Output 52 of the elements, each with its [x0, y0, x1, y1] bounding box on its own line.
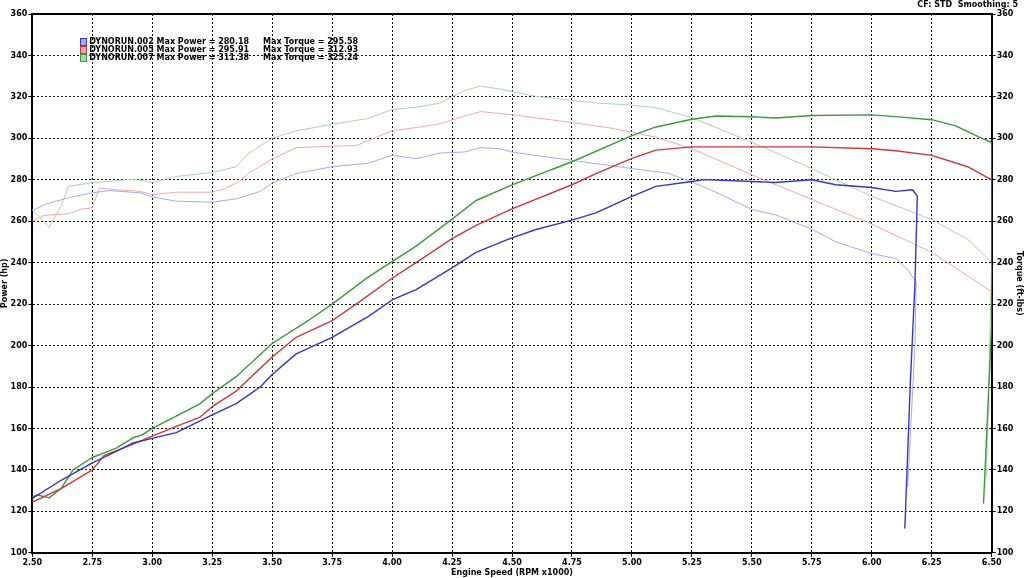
text: CF: STD Smoothing: 5 [917, 0, 1018, 9]
x-tick-label: 5.75 [801, 557, 823, 567]
y2-tick-label: 360 [996, 9, 1014, 19]
y2-tick-label: 300 [996, 133, 1014, 143]
y2-tick-label: 180 [996, 382, 1014, 392]
y2-tick-label: 280 [996, 174, 1014, 184]
x-tick-label: 4.25 [442, 557, 463, 567]
x-tick-label: 6.25 [921, 557, 943, 567]
x-tick-label: 2.50 [22, 557, 43, 567]
x-tick-label: 3.50 [262, 557, 283, 567]
x-tick-label: 6.00 [861, 557, 883, 567]
x-axis-title: Engine Speed (RPM x1000) [451, 568, 573, 578]
y-tick-label: 300 [10, 133, 28, 143]
x-tick-label: 3.25 [202, 557, 223, 567]
y2-tick-label: 340 [996, 50, 1014, 60]
y-tick-label: 360 [10, 9, 28, 19]
y-tick-label: 140 [10, 464, 28, 474]
x-tick-label: 5.25 [682, 557, 703, 567]
y2-tick-label: 260 [996, 216, 1014, 226]
y2-tick-label: 100 [996, 547, 1014, 557]
y2-tick-label: 220 [996, 299, 1014, 309]
y-tick-label: 260 [10, 216, 28, 226]
y-tick-label: 200 [10, 340, 28, 350]
y2-tick-label: 160 [996, 423, 1014, 433]
y2-axis-title: Torque (ft-lbs) [1015, 251, 1024, 316]
legend-label: DYNORUN.002 Max Power = 280.18 Max Torque = 295.58 [89, 37, 359, 46]
y-tick-label: 100 [10, 547, 28, 557]
y2-tick-label: 240 [996, 257, 1014, 267]
x-tick-label: 6.50 [981, 557, 1002, 567]
y2-tick-label: 120 [996, 506, 1014, 516]
y-axis-title: Power (hp) [0, 258, 9, 309]
y-tick-label: 120 [10, 506, 28, 516]
legend-label: DYNORUN.005 Max Power = 295.91 Max Torque = 312.93 [89, 45, 359, 54]
y-tick-label: 220 [10, 299, 28, 309]
x-tick-label: 4.75 [562, 557, 583, 567]
y-tick-label: 280 [10, 174, 28, 184]
x-tick-label: 5.50 [741, 557, 763, 567]
x-tick-label: 3.00 [142, 557, 163, 567]
x-tick-label: 3.75 [322, 557, 343, 567]
x-tick-label: 4.00 [382, 557, 403, 567]
x-tick-label: 2.75 [82, 557, 103, 567]
y-tick-label: 160 [10, 423, 28, 433]
y-tick-label: 240 [10, 257, 28, 267]
y2-tick-label: 320 [996, 91, 1014, 101]
y-tick-label: 320 [10, 91, 28, 101]
y2-tick-label: 200 [996, 340, 1014, 350]
x-tick-label: 4.50 [502, 557, 523, 567]
y2-tick-label: 140 [996, 464, 1014, 474]
legend-label: DYNORUN.007 Max Power = 311.38 Max Torque = 325.24 [89, 53, 359, 62]
x-tick-label: 5.00 [622, 557, 643, 567]
y-tick-label: 340 [10, 50, 28, 60]
y-tick-label: 180 [10, 382, 28, 392]
